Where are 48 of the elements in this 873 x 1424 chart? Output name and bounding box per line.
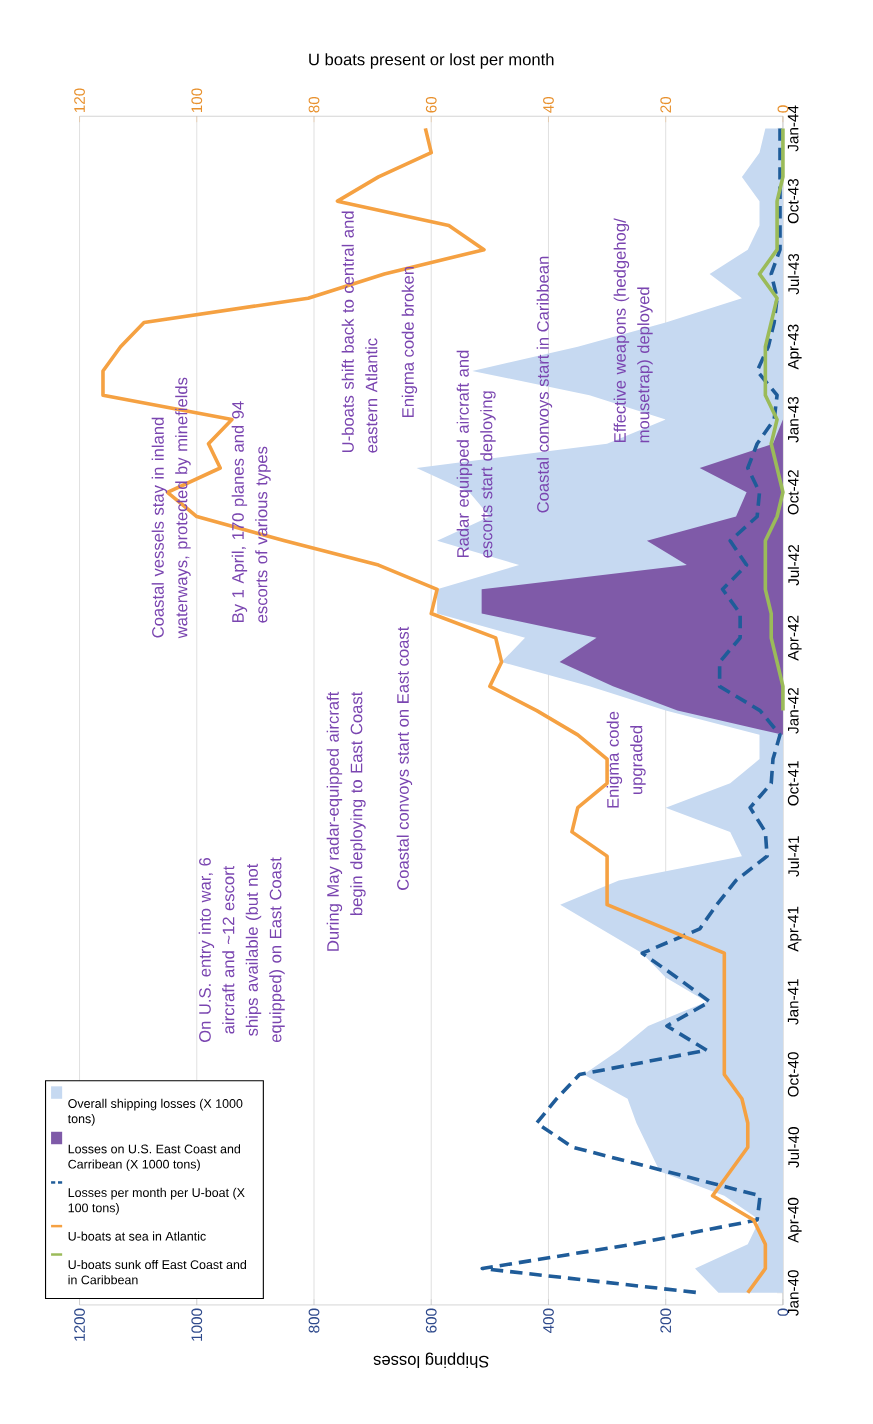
y-tick-label: Oct-41 xyxy=(787,761,799,806)
y-tick-label: Apr-42 xyxy=(787,615,802,661)
annotation: Enigma code upgraded xyxy=(606,711,646,808)
annotation: During May radar-equipped aircraft begin deploying to East Coast xyxy=(326,691,366,951)
y-tick-label: Oct-42 xyxy=(787,470,799,515)
y-tick-label: Jul-43 xyxy=(787,253,800,295)
y-tick-label: Jan-41 xyxy=(787,979,799,1025)
annotation: Effective weapons (hedgehog/ mousetrap) deployed xyxy=(613,218,653,443)
x-axis-title: Shipping losses xyxy=(373,1352,489,1369)
y-tick-label: Jul-41 xyxy=(787,836,800,877)
x2-axis-title: U boats present or lost per month xyxy=(309,53,554,69)
x-tick-label: 1000 xyxy=(191,1308,203,1341)
y-tick-label: Apr-43 xyxy=(787,324,802,370)
y-tick-label: Oct-43 xyxy=(787,178,799,224)
x2-tick-label: 0 xyxy=(777,105,789,113)
x-tick-label: 1200 xyxy=(74,1308,85,1341)
y-tick-label: Oct-40 xyxy=(787,1052,799,1097)
x-tick-label: 0 xyxy=(777,1308,789,1316)
y-tick-label: Jan-40 xyxy=(787,1270,799,1316)
legend-label: Losses per month per U-boat (X 100 tons) xyxy=(68,1187,245,1215)
y-tick-label: Jan-42 xyxy=(787,688,799,734)
x2-tick-label: 100 xyxy=(191,88,203,113)
x2-tick-label: 60 xyxy=(425,96,437,113)
y-tick-label: Jul-40 xyxy=(787,1127,800,1168)
x2-tick-label: 80 xyxy=(308,96,320,113)
annotation: Coastal convoys start on East coast xyxy=(396,626,413,890)
y-tick-label: Jan-43 xyxy=(787,396,799,443)
annotation: Coastal vessels stay in inland waterways, protected by minefields xyxy=(151,377,191,639)
x2-tick-label: 120 xyxy=(74,88,85,113)
y-tick-label: Jan-44 xyxy=(787,105,799,152)
legend-label: Overall shipping losses (X 1000 tons) xyxy=(67,1098,243,1126)
annotation: Radar equipped aircraft and escorts start deploying xyxy=(456,350,496,558)
annotation: By 1 April, 170 planes and 94 escorts of various types xyxy=(231,401,271,623)
x-tick-label: 600 xyxy=(425,1308,437,1333)
x-tick-label: 200 xyxy=(660,1308,672,1333)
x-tick-label: 800 xyxy=(308,1308,320,1333)
annotation: Coastal convoys start in Caribbean xyxy=(536,256,553,513)
y-tick-label: Jul-42 xyxy=(787,545,800,586)
y-tick-label: Apr-41 xyxy=(787,906,802,952)
legend-label: U-boats at sea in Atlantic xyxy=(68,1231,206,1241)
x2-tick-label: 40 xyxy=(543,96,554,113)
x-tick-label: 400 xyxy=(543,1308,554,1334)
annotation: Enigma code broken xyxy=(401,267,418,417)
annotation: On U.S. entry into war, 6 aircraft and ~12 escort ships available (but not equipped) on East Coast xyxy=(198,857,285,1043)
x2-tick-label: 20 xyxy=(660,96,672,113)
legend-label: Losses on U.S. East Coast and Carribean (X 1000 tons) xyxy=(68,1144,241,1172)
legend-label: U-boats sunk off East Coast and in Caribbean xyxy=(68,1259,247,1285)
y-tick-label: Apr-40 xyxy=(787,1197,802,1243)
